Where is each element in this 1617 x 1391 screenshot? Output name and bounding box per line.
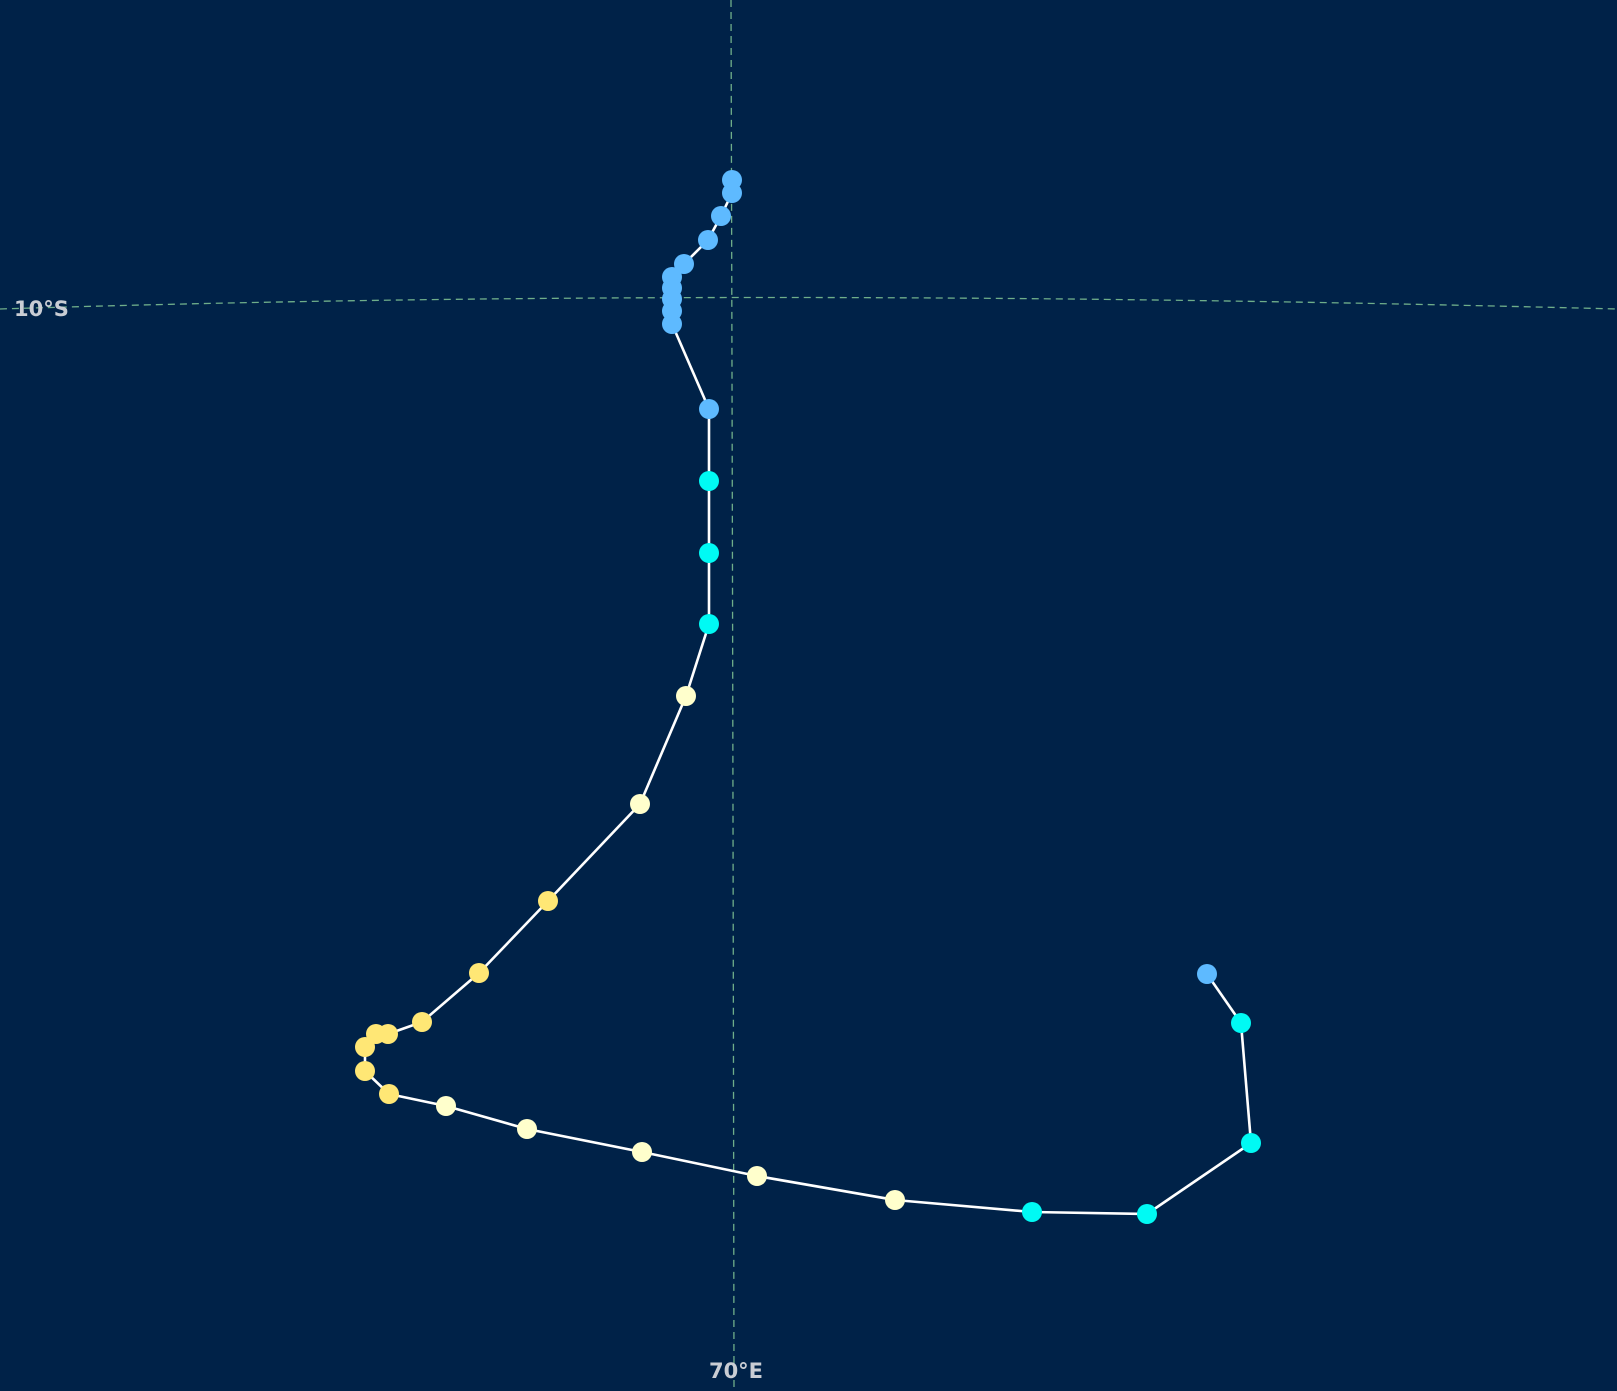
track-point-c2 — [355, 1061, 375, 1081]
track-point-c2 — [538, 891, 558, 911]
track-point-td — [722, 183, 742, 203]
track-point-c2 — [412, 1012, 432, 1032]
track-segment — [421, 972, 480, 1023]
track-point-c1 — [436, 1096, 456, 1116]
track-segment — [526, 1127, 643, 1154]
track-point-ts — [1137, 1204, 1157, 1224]
track-point-c1 — [747, 1166, 767, 1186]
track-point-c1 — [630, 794, 650, 814]
track-point-c1 — [676, 686, 696, 706]
track-segment — [670, 323, 711, 410]
track-segment — [894, 1198, 1033, 1214]
parallel-10s-line — [0, 296, 1617, 310]
track-point-c1 — [632, 1142, 652, 1162]
track-point-td — [662, 314, 682, 334]
track-point-ts — [699, 543, 719, 563]
track-point-ts — [699, 614, 719, 634]
track-point-c2 — [469, 963, 489, 983]
track-segment — [445, 1104, 528, 1131]
track-point-c1 — [517, 1119, 537, 1139]
track-point-c2 — [379, 1084, 399, 1104]
track-point-td — [698, 230, 718, 250]
track-segment — [684, 623, 711, 697]
track-segment — [756, 1174, 896, 1202]
track-point-ts — [699, 471, 719, 491]
longitude-label-70e: 70°E — [709, 1359, 763, 1383]
track-segment — [1239, 1022, 1253, 1144]
track-point-group — [355, 170, 1261, 1224]
track-point-td — [699, 399, 719, 419]
track-point-td — [674, 254, 694, 274]
track-segment — [638, 695, 688, 805]
track-segment — [547, 803, 641, 902]
track-point-c2 — [355, 1037, 375, 1057]
track-segment — [1146, 1141, 1252, 1216]
track-point-ts — [1241, 1133, 1261, 1153]
track-segment — [478, 900, 549, 974]
meridian-70e-line — [730, 0, 735, 1391]
track-point-td — [711, 206, 731, 226]
track-point-td — [1197, 964, 1217, 984]
track-segment — [641, 1150, 758, 1178]
track-point-ts — [1022, 1202, 1042, 1222]
track-point-ts — [1231, 1013, 1251, 1033]
track-segment — [1031, 1210, 1148, 1216]
track-point-c1 — [885, 1190, 905, 1210]
latitude-label-10s: 10°S — [14, 297, 69, 321]
